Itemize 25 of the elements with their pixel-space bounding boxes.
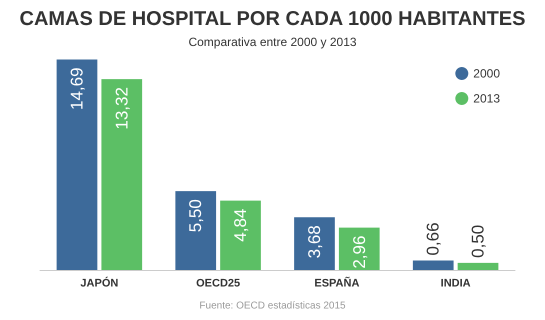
data-label: 14,69	[67, 67, 86, 110]
bar	[412, 260, 454, 270]
data-label: 0,66	[424, 222, 443, 256]
x-tick-label: ESPAÑA	[314, 276, 360, 290]
bar	[56, 59, 98, 270]
data-label: 4,84	[231, 208, 250, 242]
x-tick-label: INDIA	[440, 278, 471, 290]
chart-subtitle: Comparativa entre 2000 y 2013	[188, 35, 357, 49]
chart-title: CAMAS DE HOSPITAL POR CADA 1000 HABITANTES	[20, 8, 526, 30]
data-label: 0,50	[468, 224, 488, 258]
bar	[175, 191, 216, 270]
data-label: 2,96	[350, 236, 369, 269]
bar	[101, 79, 142, 270]
data-label: 13,32	[112, 87, 132, 130]
legend-label: 2013	[473, 92, 500, 106]
data-label: 3,68	[304, 225, 324, 258]
bar	[338, 228, 380, 270]
legend-label: 2000	[473, 66, 500, 80]
bar	[220, 200, 261, 270]
bar	[458, 262, 498, 270]
bar	[294, 217, 335, 270]
source-note: Fuente: OECD estadísticas 2015	[199, 300, 346, 312]
x-tick-label: JAPÓN	[80, 276, 118, 290]
data-label: 5,50	[186, 199, 206, 232]
x-tick-label: OECD25	[196, 278, 240, 290]
